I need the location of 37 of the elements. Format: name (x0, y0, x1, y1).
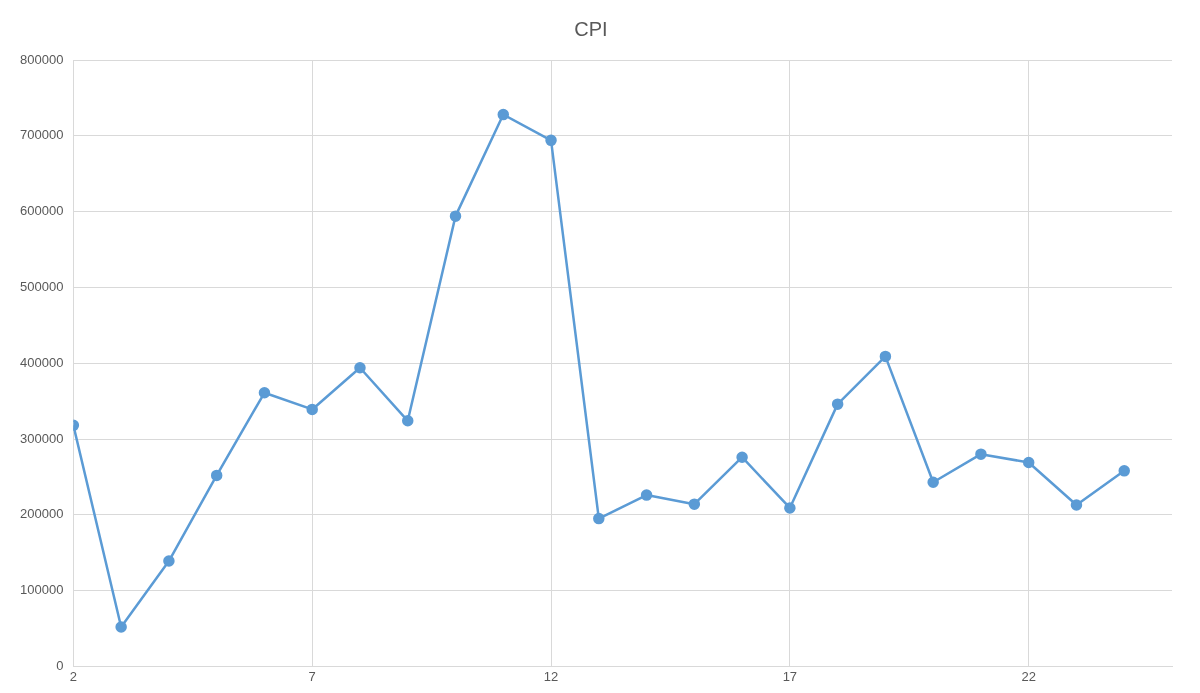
point (545, 134, 557, 147)
point (1022, 456, 1035, 469)
point (975, 448, 987, 460)
point (879, 350, 892, 363)
point (688, 498, 701, 510)
point (354, 362, 366, 374)
point (210, 469, 223, 482)
y-tick-label: 200000 (19, 506, 64, 522)
chart-title: CPI (574, 17, 608, 40)
point (163, 555, 175, 567)
x-tick-label: 12 (543, 668, 559, 684)
point (831, 398, 844, 410)
point (1070, 499, 1083, 511)
y-tick-label: 600000 (19, 203, 64, 219)
point (1118, 465, 1130, 477)
point (927, 476, 939, 488)
y-tick-label: 500000 (19, 278, 64, 294)
point (640, 489, 653, 501)
y-tick-label: 800000 (19, 51, 64, 67)
x-tick-label: 2 (69, 668, 77, 684)
point (736, 451, 748, 463)
x-tick-label: 22 (1021, 668, 1036, 684)
point (449, 210, 462, 222)
point (258, 387, 271, 399)
point (497, 108, 510, 121)
point (115, 621, 127, 633)
point (784, 502, 796, 514)
y-tick-label: 100000 (19, 582, 64, 598)
point (593, 512, 605, 525)
x-tick-label: 7 (308, 668, 316, 684)
x-tick-label: 17 (782, 668, 798, 684)
point (306, 403, 318, 416)
y-tick-label: 700000 (19, 127, 64, 143)
y-tick-label: 300000 (19, 430, 64, 446)
point (401, 415, 414, 427)
y-tick-label: 400000 (19, 354, 64, 370)
y-tick-label: 0 (56, 657, 64, 673)
